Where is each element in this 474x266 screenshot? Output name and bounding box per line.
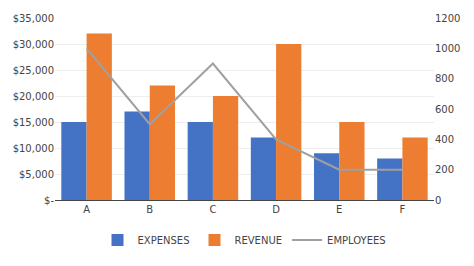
svg-text:$15,000: $15,000	[13, 117, 54, 128]
svg-text:$5,000: $5,000	[19, 169, 54, 180]
svg-text:$30,000: $30,000	[13, 39, 54, 50]
svg-text:1000: 1000	[435, 43, 460, 54]
svg-text:200: 200	[435, 164, 454, 175]
svg-text:A: A	[83, 204, 90, 215]
svg-text:400: 400	[435, 134, 454, 145]
svg-text:B: B	[146, 204, 153, 215]
svg-text:$20,000: $20,000	[13, 91, 54, 102]
svg-text:600: 600	[435, 104, 454, 115]
svg-text:REVENUE: REVENUE	[235, 235, 283, 246]
svg-text:F: F	[400, 204, 406, 215]
svg-text:EMPLOYEES: EMPLOYEES	[327, 235, 386, 246]
svg-text:E: E	[336, 204, 342, 215]
svg-text:0: 0	[435, 195, 441, 206]
svg-text:$25,000: $25,000	[13, 65, 54, 76]
svg-text:EXPENSES: EXPENSES	[138, 235, 190, 246]
svg-text:D: D	[272, 204, 280, 215]
svg-text:$35,000: $35,000	[13, 13, 54, 24]
svg-text:$-: $-	[44, 195, 54, 206]
svg-text:800: 800	[435, 73, 454, 84]
svg-text:$10,000: $10,000	[13, 143, 54, 154]
svg-text:C: C	[209, 204, 216, 215]
svg-text:1200: 1200	[435, 13, 460, 24]
